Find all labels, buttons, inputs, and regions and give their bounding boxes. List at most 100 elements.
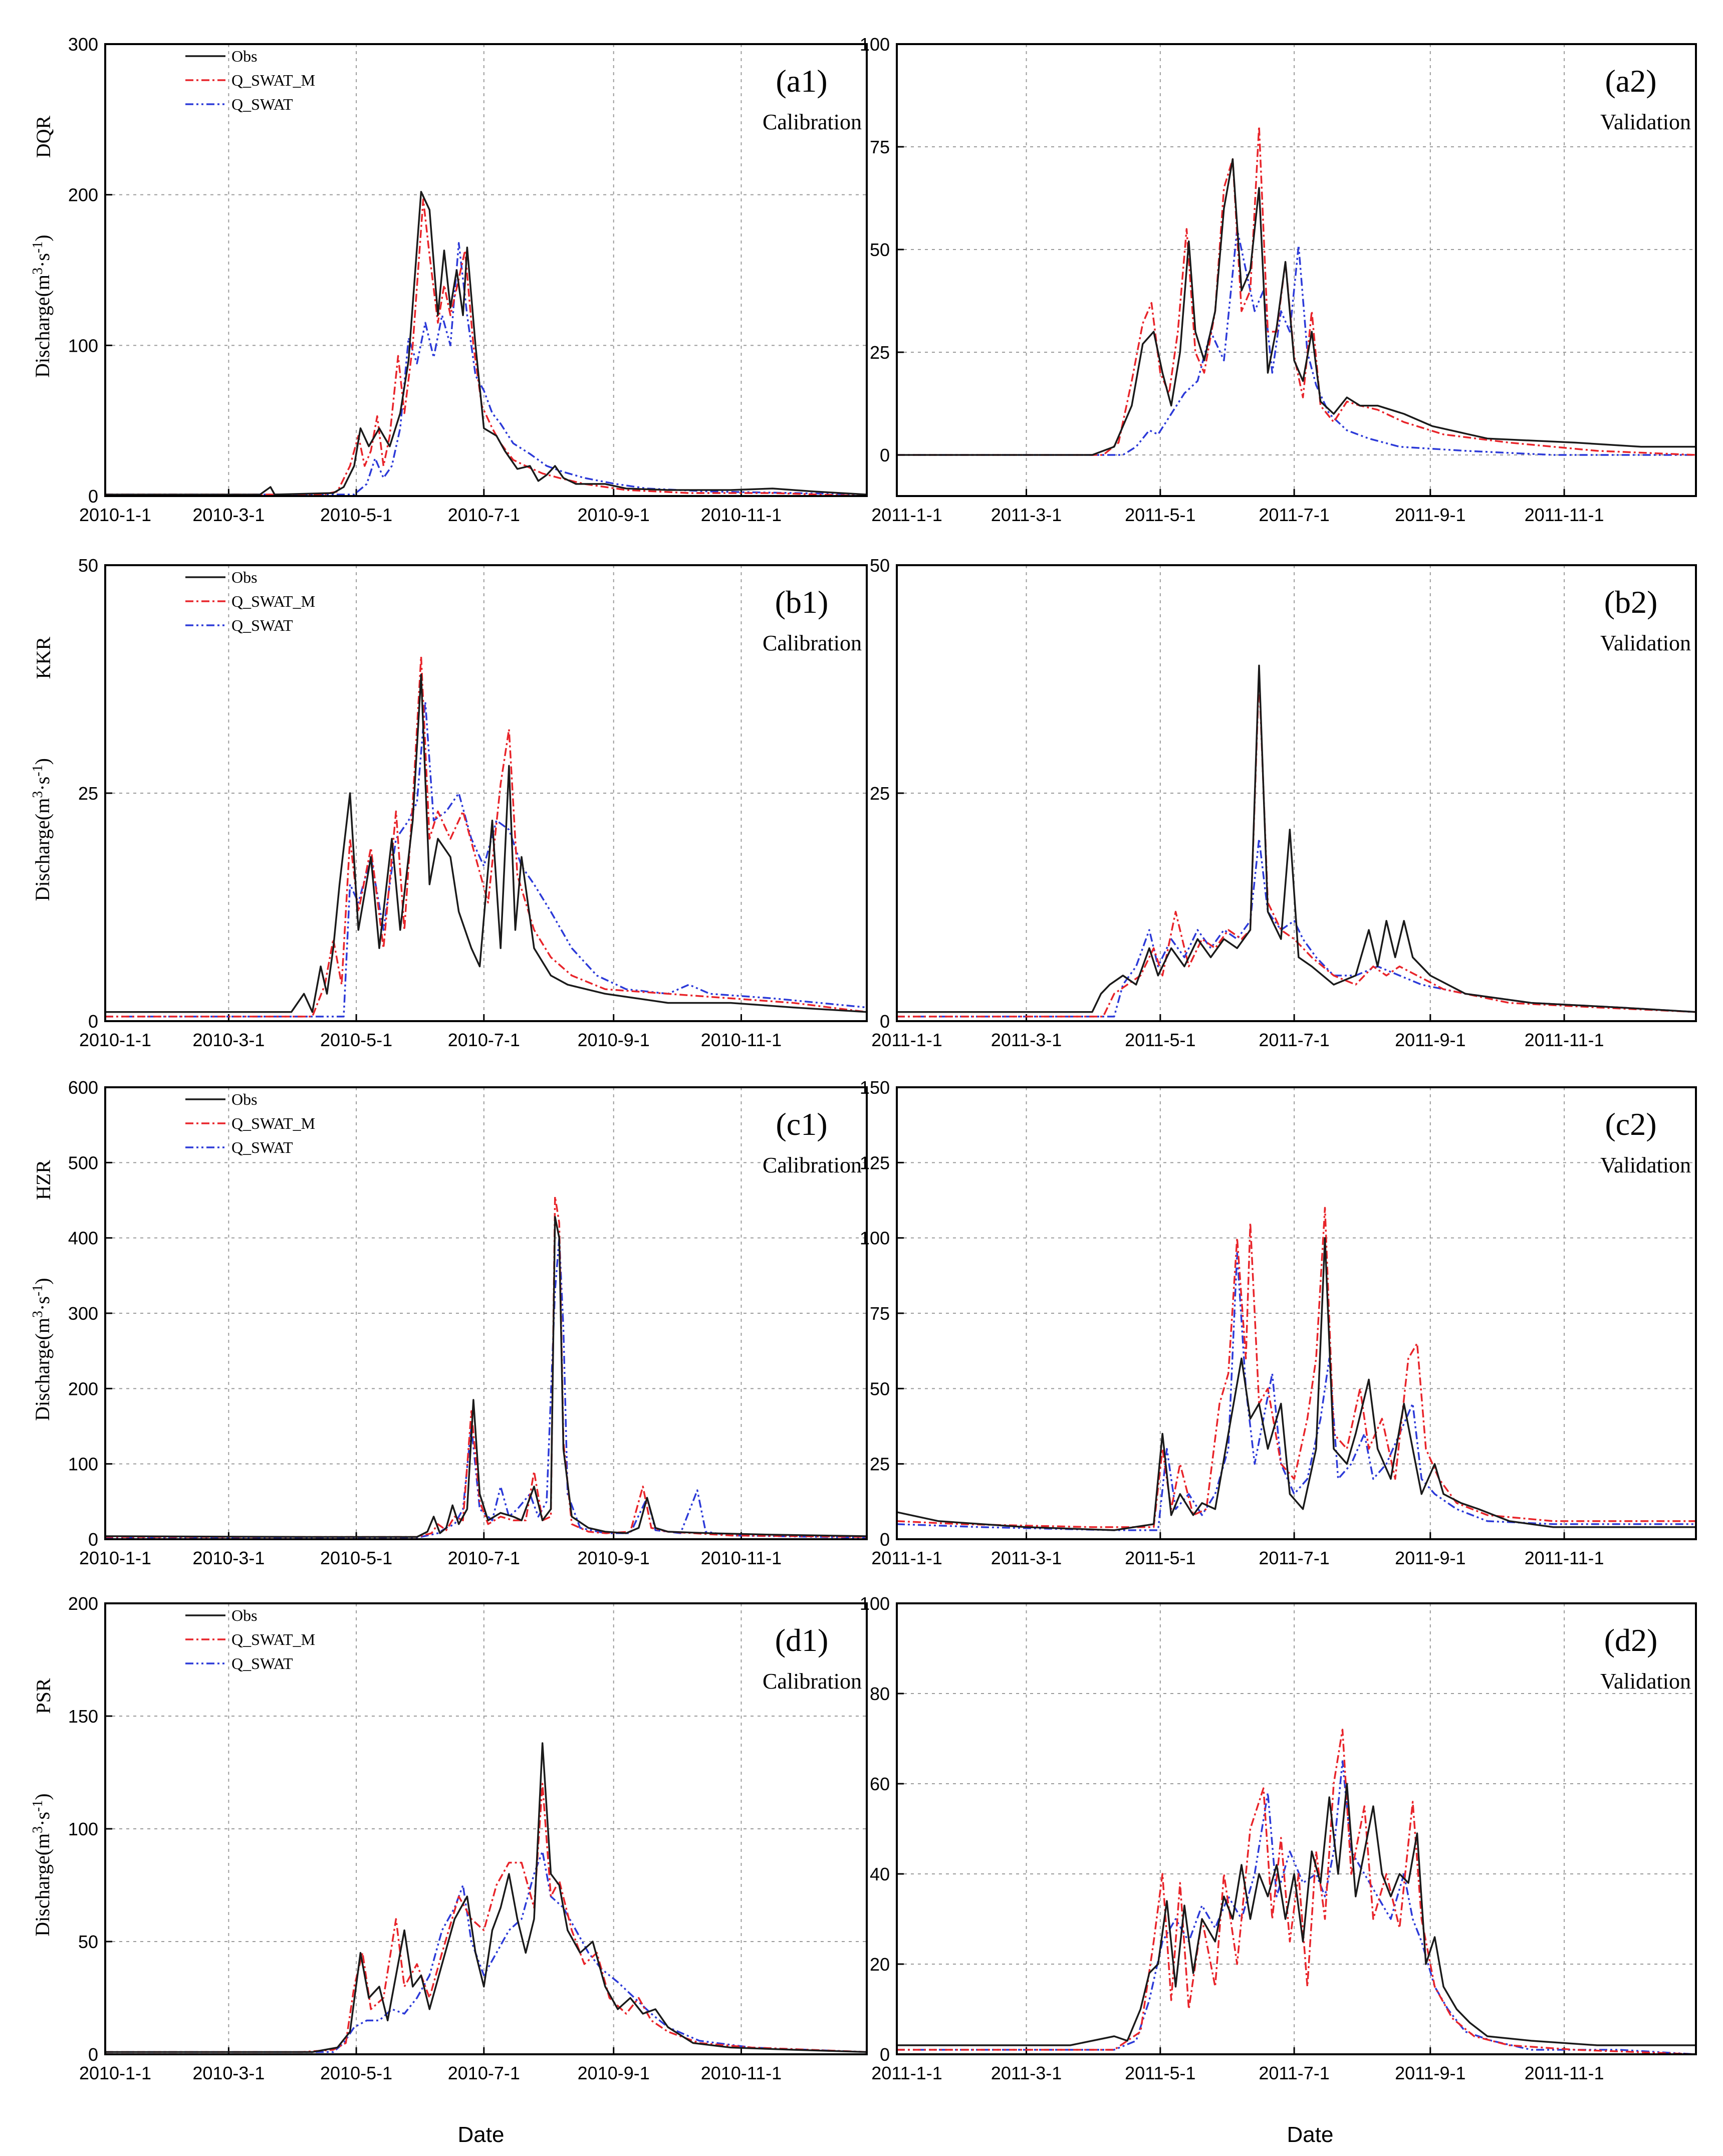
y-axis-title: Discharge(m3·s-1) bbox=[30, 234, 54, 377]
x-tick-label: 2010-1-1 bbox=[79, 505, 151, 525]
panel-label: (b1) bbox=[775, 584, 829, 620]
plot-frame bbox=[104, 564, 868, 1022]
plot-frame bbox=[896, 1602, 1697, 2055]
phase-label: Validation bbox=[1600, 110, 1691, 134]
y-tick-label: 125 bbox=[860, 1152, 890, 1173]
y-tick-label: 20 bbox=[870, 1954, 890, 1975]
series-q-swat-line bbox=[897, 838, 1696, 1018]
series-q-swat-m-line bbox=[897, 125, 1696, 456]
y-tick-label: 150 bbox=[68, 1706, 98, 1727]
x-tick-label: 2011-7-1 bbox=[1259, 1548, 1329, 1568]
x-axis-title-right: Date bbox=[1287, 2122, 1334, 2147]
x-tick-label: 2011-7-1 bbox=[1259, 505, 1329, 525]
x-tick-label: 2010-7-1 bbox=[448, 505, 520, 525]
x-tick-label: 2010-7-1 bbox=[448, 1030, 520, 1050]
y-tick-label: 100 bbox=[860, 1593, 890, 1614]
x-tick-label: 2011-11-1 bbox=[1525, 1030, 1604, 1050]
panel-label: (d2) bbox=[1604, 1622, 1658, 1658]
x-tick-label: 2011-9-1 bbox=[1395, 1030, 1465, 1050]
y-tick-label: 400 bbox=[68, 1228, 98, 1249]
phase-label: Calibration bbox=[763, 110, 862, 134]
x-tick-label: 2011-5-1 bbox=[1125, 1548, 1195, 1568]
y-tick-label: 0 bbox=[88, 486, 98, 507]
x-tick-label: 2011-7-1 bbox=[1259, 2063, 1329, 2083]
x-tick-label: 2011-3-1 bbox=[991, 2063, 1062, 2083]
chart-c2: 0 25 50 75 100 125 150 2011-1-1 2011-3-1 2011-5-1… bbox=[860, 1077, 1697, 1568]
legend-label-obs: Obs bbox=[231, 47, 258, 65]
x-tick-label: 2010-3-1 bbox=[192, 505, 265, 525]
y-tick-label: 25 bbox=[870, 342, 890, 363]
y-tick-label: 0 bbox=[88, 2044, 98, 2065]
x-tick-label: 2011-5-1 bbox=[1125, 1030, 1195, 1050]
y-tick-label: 75 bbox=[870, 1303, 890, 1324]
series-obs-line bbox=[897, 664, 1696, 1013]
x-tick-label: 2011-11-1 bbox=[1525, 505, 1604, 525]
series-obs-line bbox=[105, 1216, 867, 1538]
x-tick-label: 2010-11-1 bbox=[701, 505, 782, 525]
legend-label-q-swat: Q_SWAT bbox=[231, 1654, 293, 1672]
station-name: HZR bbox=[32, 1160, 55, 1200]
x-axis-title-left: Date bbox=[458, 2122, 505, 2147]
y-axis-title: Discharge(m3·s-1) bbox=[30, 758, 54, 901]
x-tick-label: 2010-7-1 bbox=[448, 1548, 520, 1568]
y-tick-label: 100 bbox=[860, 1228, 890, 1249]
y-tick-label: 100 bbox=[68, 1454, 98, 1475]
series-q-swat-m-line bbox=[105, 198, 867, 497]
x-tick-label: 2010-9-1 bbox=[578, 505, 650, 525]
plot-frame bbox=[896, 564, 1697, 1022]
y-axis-title: Discharge(m3·s-1) bbox=[30, 1278, 54, 1420]
y-tick-label: 50 bbox=[870, 555, 890, 576]
x-tick-label: 2011-3-1 bbox=[991, 1030, 1062, 1050]
legend: Obs Q_SWAT_M Q_SWAT bbox=[185, 1606, 315, 1672]
x-tick-label: 2011-11-1 bbox=[1525, 1548, 1604, 1568]
y-tick-label: 25 bbox=[870, 783, 890, 804]
legend-label-obs: Obs bbox=[231, 568, 258, 586]
x-tick-label: 2010-9-1 bbox=[578, 2063, 650, 2083]
chart-d2: 0 20 40 60 80 100 2011-1-1 2011-3-1 2011-5-1 2011… bbox=[860, 1593, 1697, 2083]
y-axis-title: Discharge(m3·s-1) bbox=[30, 1793, 54, 1936]
x-tick-label: 2011-3-1 bbox=[991, 1548, 1062, 1568]
x-tick-label: 2010-5-1 bbox=[320, 1548, 392, 1568]
chart-b1: 0 25 50 2010-1-1 2010-3-1 2010-5-1 2010-7-1 201… bbox=[30, 555, 868, 1050]
y-tick-label: 0 bbox=[88, 1529, 98, 1550]
y-tick-label: 200 bbox=[68, 185, 98, 205]
panel-label: (a2) bbox=[1605, 63, 1656, 99]
series-q-swat-line bbox=[896, 1252, 1696, 1531]
y-tick-label: 100 bbox=[68, 335, 98, 356]
panel-label: (a1) bbox=[776, 63, 827, 99]
x-tick-label: 2011-5-1 bbox=[1125, 505, 1195, 525]
y-tick-label: 60 bbox=[870, 1774, 890, 1794]
series-q-swat-m-line bbox=[105, 1195, 867, 1538]
chart-b2: 0 25 50 2011-1-1 2011-3-1 2011-5-1 2011-7-1 201… bbox=[870, 555, 1697, 1050]
y-tick-label: 25 bbox=[78, 783, 98, 804]
x-tick-label: 2010-5-1 bbox=[320, 2063, 392, 2083]
series-obs-line bbox=[105, 673, 867, 1013]
series-obs-line bbox=[897, 1783, 1696, 2046]
series-obs-line bbox=[897, 158, 1696, 456]
phase-label: Validation bbox=[1600, 1153, 1691, 1177]
x-tick-label: 2010-7-1 bbox=[448, 2063, 520, 2083]
legend-label-q-swat: Q_SWAT bbox=[231, 95, 293, 113]
y-tick-label: 0 bbox=[880, 1529, 890, 1550]
x-tick-label: 2011-1-1 bbox=[871, 1030, 942, 1050]
legend-label-q-swat-m: Q_SWAT_M bbox=[231, 1630, 315, 1648]
series-q-swat-m-line bbox=[105, 1783, 867, 2053]
legend-label-q-swat-m: Q_SWAT_M bbox=[231, 1114, 315, 1132]
x-tick-label: 2011-5-1 bbox=[1125, 2063, 1195, 2083]
x-tick-label: 2011-11-1 bbox=[1525, 2063, 1604, 2083]
series-q-swat-line bbox=[105, 1850, 867, 2053]
y-tick-label: 300 bbox=[68, 34, 98, 55]
x-tick-label: 2011-1-1 bbox=[871, 505, 942, 525]
x-tick-label: 2011-1-1 bbox=[871, 2063, 942, 2083]
plot-frame bbox=[896, 1086, 1697, 1540]
x-tick-label: 2010-1-1 bbox=[79, 2063, 151, 2083]
y-tick-label: 0 bbox=[880, 2044, 890, 2065]
x-tick-label: 2011-1-1 bbox=[871, 1548, 942, 1568]
x-tick-label: 2010-3-1 bbox=[192, 2063, 265, 2083]
legend: Obs Q_SWAT_M Q_SWAT bbox=[185, 1090, 315, 1156]
phase-label: Calibration bbox=[763, 1669, 862, 1694]
series-q-swat-m-line bbox=[897, 673, 1696, 1018]
y-tick-label: 300 bbox=[68, 1303, 98, 1324]
station-name: DQR bbox=[32, 115, 55, 158]
y-tick-label: 200 bbox=[68, 1593, 98, 1614]
